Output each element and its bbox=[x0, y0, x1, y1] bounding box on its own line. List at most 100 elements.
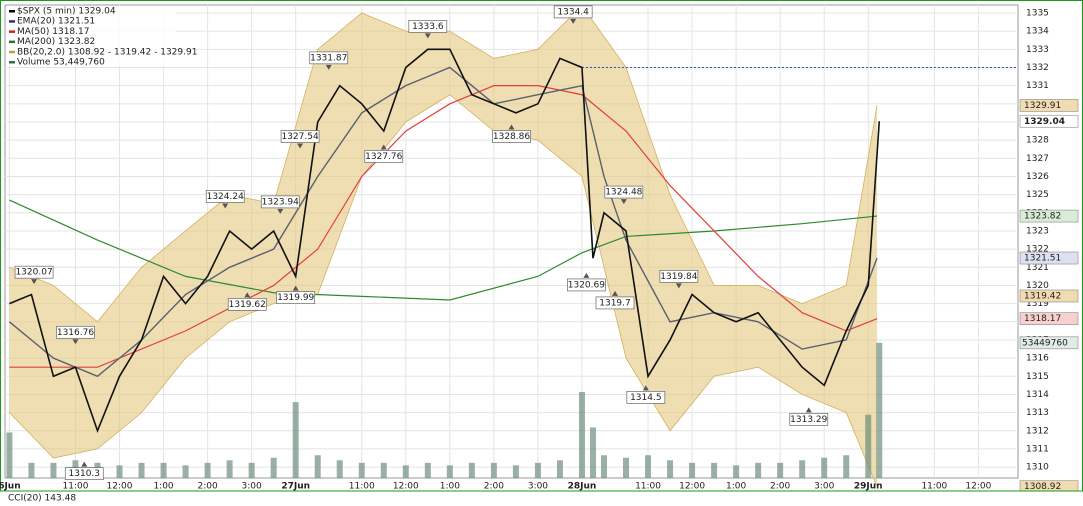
annotation-label: 1316.76 bbox=[57, 328, 94, 338]
volume-bar bbox=[468, 462, 475, 478]
annotation-marker bbox=[292, 285, 299, 291]
x-tick-label: 3:00 bbox=[242, 482, 262, 492]
price-flag bbox=[1019, 99, 1079, 112]
legend-entry: EMA(20) 1321.51 bbox=[17, 17, 95, 27]
annotation-marker bbox=[31, 279, 38, 285]
annotation-box bbox=[789, 412, 829, 426]
price-flag bbox=[1019, 289, 1079, 303]
annotation-box bbox=[492, 130, 531, 143]
y-tick-label: 1320 bbox=[1026, 281, 1049, 291]
layer: 1310131113121313131413151316131713181319… bbox=[0, 5, 1079, 494]
annotation-box bbox=[64, 467, 104, 481]
y-tick-label: 1331 bbox=[1026, 81, 1049, 91]
x-tick-label: 3:00 bbox=[528, 482, 548, 492]
annotation-box bbox=[276, 291, 316, 304]
x-tick-label: 6Jun bbox=[0, 482, 21, 492]
y-tick-label: 1311 bbox=[1026, 444, 1049, 454]
legend-swatch bbox=[9, 30, 15, 33]
y-tick-label: 1314 bbox=[1026, 390, 1049, 400]
annotation-label: 1319.7 bbox=[599, 298, 631, 308]
ma200-line bbox=[9, 199, 878, 301]
volume-bar bbox=[402, 465, 409, 478]
annotation-label: 1327.76 bbox=[365, 152, 402, 162]
volume-bar bbox=[600, 455, 607, 478]
volume-bar bbox=[755, 462, 762, 478]
volume-bar bbox=[534, 462, 541, 478]
annotation-label: 1334.4 bbox=[557, 7, 589, 17]
volume-bar bbox=[138, 462, 145, 478]
annotation-box bbox=[227, 298, 267, 311]
x-tick-label: 2:00 bbox=[770, 482, 790, 492]
annotation-label: 1328.86 bbox=[493, 132, 530, 142]
volume-bar bbox=[843, 455, 850, 478]
y-tick-label: 1334 bbox=[1026, 27, 1049, 37]
volume-bar bbox=[799, 460, 806, 478]
price-flag-label: 1318.17 bbox=[1024, 314, 1061, 324]
legend-entry: $SPX (5 min) 1329.04 bbox=[17, 7, 116, 17]
annotation-marker bbox=[583, 272, 590, 278]
annotation-box bbox=[567, 278, 606, 292]
volume-bar bbox=[578, 392, 585, 478]
x-tick-label: 12:00 bbox=[965, 482, 991, 492]
volume-bar bbox=[248, 462, 255, 478]
annotation-marker bbox=[570, 18, 577, 24]
legend-entry: Volume 53,449,760 bbox=[17, 58, 105, 68]
x-tick-label: 11:00 bbox=[921, 482, 947, 492]
bb-lower bbox=[9, 94, 878, 487]
legend-swatch bbox=[9, 61, 15, 64]
legend-swatch bbox=[9, 20, 15, 23]
x-tick-label: 1:00 bbox=[440, 482, 460, 492]
volume-bar bbox=[446, 465, 453, 478]
annotation-label: 1333.6 bbox=[412, 22, 444, 32]
volume-bar bbox=[160, 462, 167, 478]
y-tick-label: 1310 bbox=[1026, 463, 1049, 473]
annotation-label: 1319.99 bbox=[277, 293, 314, 303]
annotation-marker bbox=[620, 199, 627, 205]
annotation-marker bbox=[297, 143, 304, 149]
price-flag-label: 1329.04 bbox=[1024, 117, 1065, 127]
annotation-box bbox=[604, 185, 644, 199]
lower-panel bbox=[0, 491, 1083, 502]
ma50-line bbox=[9, 85, 878, 368]
volume-bar bbox=[689, 462, 696, 478]
volume-bar bbox=[821, 457, 828, 478]
annotation-marker bbox=[508, 124, 515, 130]
volume-bar bbox=[645, 455, 652, 478]
annotation-marker bbox=[612, 290, 619, 296]
x-tick-label: 1:00 bbox=[726, 482, 746, 492]
annotation-box bbox=[626, 391, 666, 404]
price-flag bbox=[1019, 251, 1079, 265]
annotation-box bbox=[364, 150, 404, 163]
x-tick-label: 2:00 bbox=[484, 482, 504, 492]
annotation-marker bbox=[222, 203, 229, 209]
annotation-marker bbox=[325, 64, 332, 70]
annotation-box bbox=[56, 325, 95, 339]
annotation-marker bbox=[424, 33, 431, 39]
x-tick-label: 11:00 bbox=[63, 482, 89, 492]
bb-upper bbox=[9, 5, 878, 323]
x-tick-label: 2:00 bbox=[197, 482, 217, 492]
volume-bar bbox=[733, 465, 740, 478]
x-tick-label: 12:00 bbox=[679, 482, 705, 492]
annotation-label: 1331.87 bbox=[310, 53, 347, 63]
volume-bar bbox=[424, 462, 431, 478]
volume-bar bbox=[116, 465, 123, 478]
volume-bar bbox=[6, 432, 13, 478]
volume-flag-label: 53449760 bbox=[1022, 338, 1068, 348]
ema20-line bbox=[8, 66, 878, 378]
annotation-label: 1313.29 bbox=[790, 415, 827, 425]
volume-bar bbox=[380, 462, 387, 478]
y-tick-label: 1322 bbox=[1026, 245, 1049, 255]
x-tick-label: 11:00 bbox=[349, 482, 375, 492]
annotation-marker bbox=[380, 144, 387, 150]
volume-bar bbox=[865, 414, 872, 478]
annotation-label: 1323.94 bbox=[262, 197, 299, 207]
annotation-label: 1324.48 bbox=[605, 188, 642, 198]
price-flag-label: 1308.92 bbox=[1024, 482, 1061, 492]
y-tick-label: 1326 bbox=[1026, 172, 1049, 182]
y-tick-label: 1328 bbox=[1026, 136, 1049, 146]
volume-bar bbox=[314, 455, 321, 478]
x-tick-label: 3:00 bbox=[814, 482, 834, 492]
annotation-marker bbox=[81, 461, 88, 467]
